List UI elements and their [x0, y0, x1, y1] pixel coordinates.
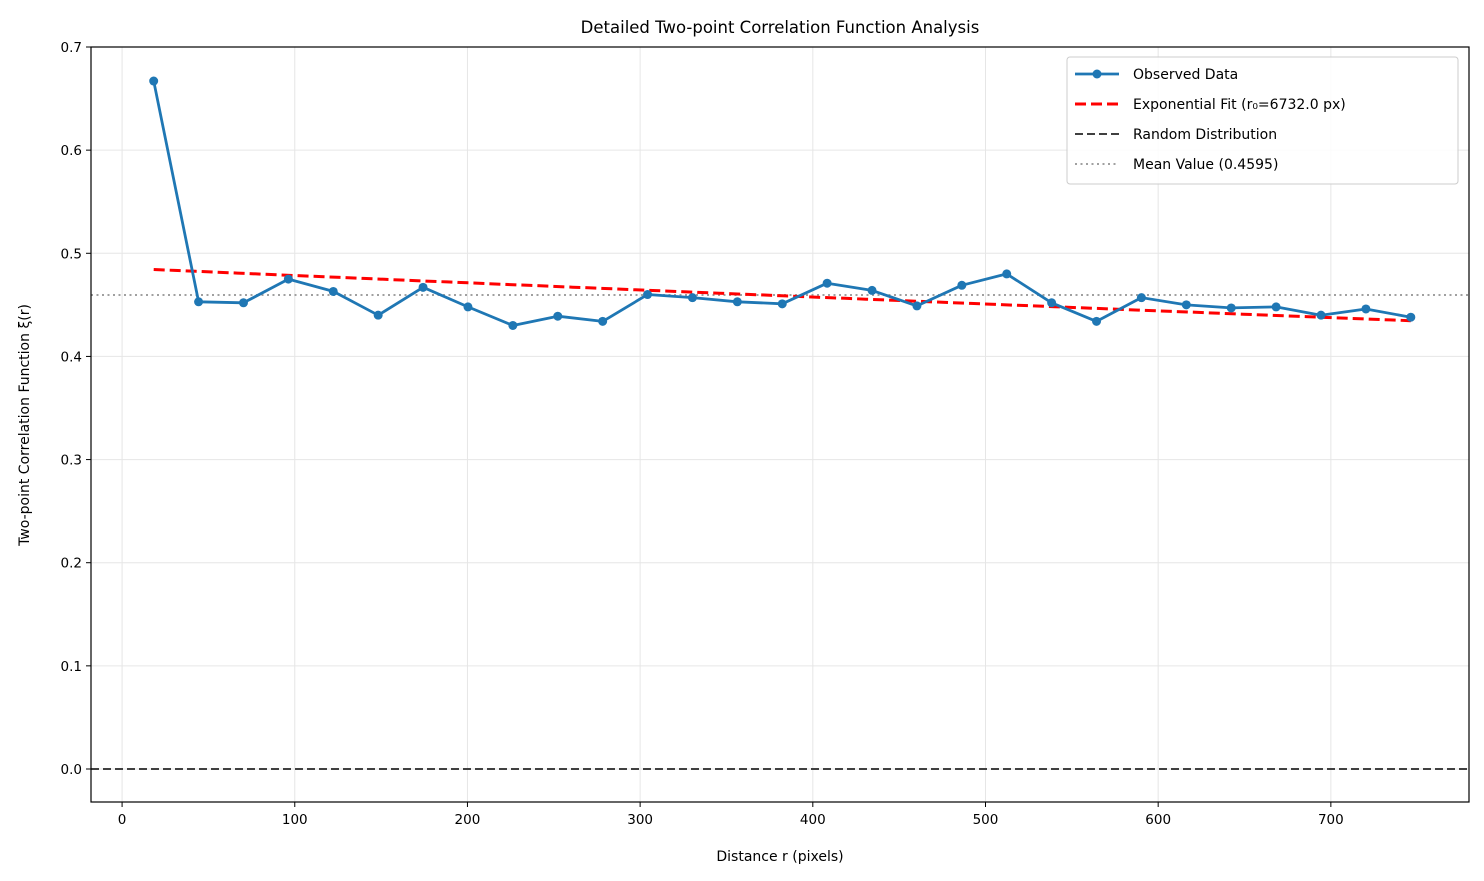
y-tick-label: 0.3 [61, 453, 82, 469]
legend-label: Observed Data [1133, 67, 1238, 83]
x-tick-label: 500 [973, 812, 999, 828]
legend: Observed Data Exponential Fit (r₀=6732.0 … [1066, 56, 1459, 185]
x-tick-label: 300 [627, 812, 653, 828]
observed-data-point [1092, 316, 1102, 326]
observed-data-point [463, 302, 473, 312]
observed-data-point [1271, 302, 1281, 312]
observed-data-point [687, 293, 697, 303]
plot-frame [90, 46, 1470, 803]
observed-data-point [1406, 312, 1416, 322]
y-axis-ticks: 0.0 0.1 0.2 0.3 0.4 0.5 0.6 0.7 [61, 40, 91, 778]
y-tick-label: 0.5 [61, 246, 82, 262]
chart-title: Detailed Two-point Correlation Function … [581, 18, 980, 37]
observed-data-point [732, 297, 742, 307]
y-tick-label: 0.2 [61, 556, 82, 572]
exponential-fit-line [153, 268, 1411, 323]
x-tick-label: 400 [800, 812, 826, 828]
y-tick-label: 0.7 [61, 40, 82, 56]
x-axis-ticks: 0 100 200 300 400 500 600 700 [118, 802, 1344, 828]
observed-data-point [553, 311, 563, 321]
legend-label: Random Distribution [1133, 127, 1277, 143]
observed-data-point [1047, 298, 1057, 308]
y-tick-label: 0.4 [61, 349, 82, 365]
observed-data-point [149, 76, 159, 86]
observed-data-point [283, 274, 293, 284]
observed-data-point [418, 282, 428, 292]
observed-data-point [1361, 304, 1371, 314]
observed-data-point [1136, 293, 1146, 303]
observed-data-point [957, 280, 967, 290]
x-tick-label: 200 [455, 812, 481, 828]
observed-data-point [1316, 310, 1326, 320]
legend-box [1066, 56, 1459, 185]
observed-data-point [238, 298, 248, 308]
observed-data-point [822, 278, 832, 288]
legend-observed-marker [1092, 69, 1102, 79]
x-tick-label: 600 [1145, 812, 1171, 828]
observed-data-point [643, 290, 653, 300]
y-tick-label: 0.1 [61, 659, 82, 675]
x-tick-label: 0 [118, 812, 127, 828]
observed-data-point [373, 310, 383, 320]
observed-data-point [867, 285, 877, 295]
observed-series [149, 76, 1416, 330]
observed-data-point [1181, 300, 1191, 310]
observed-data-point [328, 286, 338, 296]
legend-label: Mean Value (0.4595) [1133, 157, 1278, 173]
y-tick-label: 0.0 [61, 762, 82, 778]
observed-data-point [777, 299, 787, 309]
x-axis-label: Distance r (pixels) [716, 849, 843, 865]
observed-data-point [598, 316, 608, 326]
observed-data-point [912, 301, 922, 311]
observed-data-point [508, 320, 518, 330]
y-tick-label: 0.6 [61, 143, 82, 159]
x-tick-label: 100 [282, 812, 308, 828]
fit-curve [153, 268, 1411, 323]
observed-data-point [1002, 269, 1012, 279]
observed-data-point [1226, 303, 1236, 313]
x-tick-label: 700 [1318, 812, 1344, 828]
y-axis-label: Two-point Correlation Function ξ(r) [17, 304, 33, 547]
legend-label: Exponential Fit (r₀=6732.0 px) [1133, 97, 1346, 113]
observed-data-point [194, 297, 204, 307]
